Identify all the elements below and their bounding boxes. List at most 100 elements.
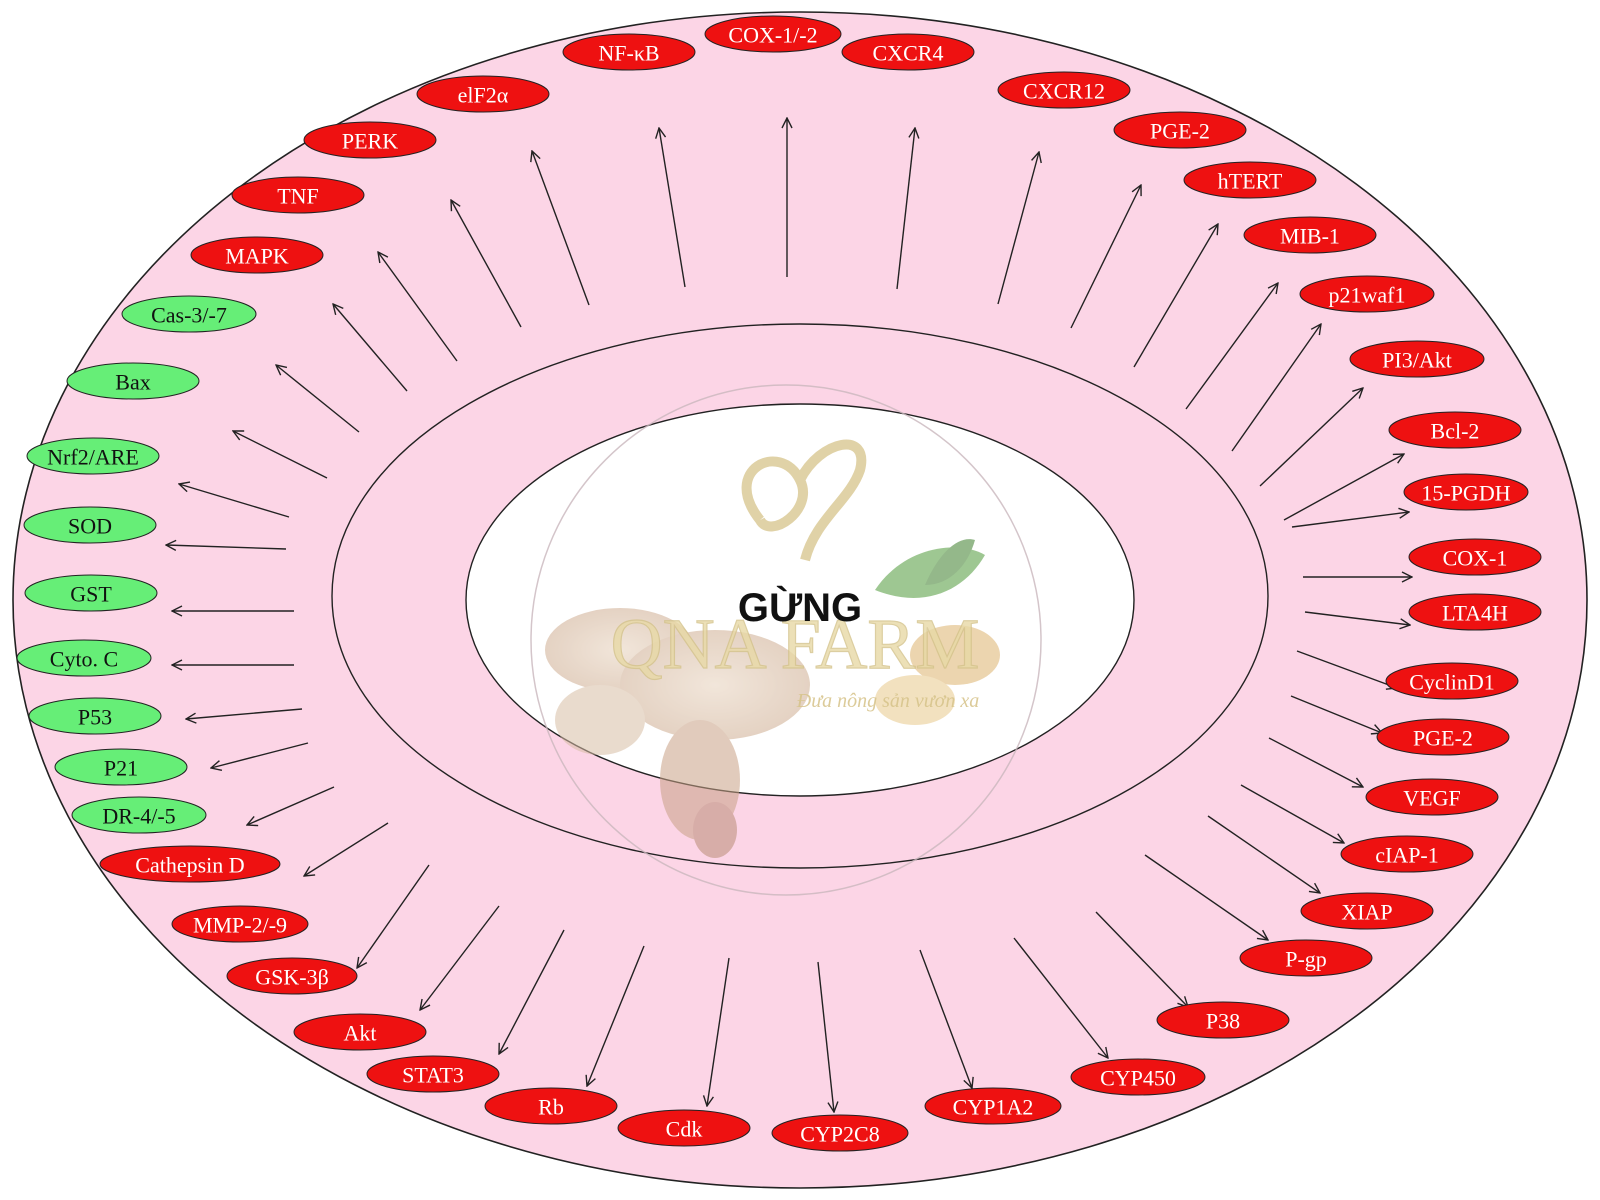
node-label: PERK bbox=[342, 129, 398, 154]
node-shape bbox=[1365, 778, 1499, 816]
node-label: P53 bbox=[78, 705, 112, 730]
node-label: CXCR4 bbox=[873, 41, 944, 66]
node-shape bbox=[1408, 538, 1542, 576]
node-p21waf1: p21waf1 bbox=[1299, 275, 1435, 313]
node-shape bbox=[841, 33, 975, 71]
node-shape bbox=[1070, 1058, 1206, 1096]
node-shape bbox=[24, 574, 158, 612]
arrow-41 bbox=[659, 128, 686, 288]
node-label: 15-PGDH bbox=[1421, 481, 1510, 506]
node-perk: PERK bbox=[303, 121, 437, 159]
node-shape bbox=[1243, 216, 1377, 254]
node-label: MIB-1 bbox=[1280, 224, 1340, 249]
node-shape bbox=[1388, 411, 1522, 449]
node-cyp2c8: CYP2C8 bbox=[771, 1114, 909, 1152]
watermark-circle bbox=[530, 384, 1042, 896]
node-label: Cathepsin D bbox=[135, 853, 244, 878]
arrow-2 bbox=[997, 152, 1039, 305]
arrow-38 bbox=[378, 252, 458, 362]
node-shape bbox=[16, 639, 152, 677]
node-label: P38 bbox=[1206, 1009, 1240, 1034]
node-label: GSK-3β bbox=[255, 965, 329, 990]
arrow-39 bbox=[451, 200, 522, 328]
node-xiap: XIAP bbox=[1300, 892, 1434, 930]
node-lta4h: LTA4H bbox=[1408, 593, 1542, 631]
node-shape bbox=[771, 1114, 909, 1152]
watermark-tagline: Đưa nông sản vươn xa bbox=[796, 690, 979, 712]
node-nf-b: NF-κB bbox=[562, 33, 696, 71]
arrow-29 bbox=[211, 742, 309, 768]
node-vegf: VEGF bbox=[1365, 778, 1499, 816]
watermark: QNA FARM Đưa nông sản vươn xa bbox=[530, 384, 1042, 896]
node-label: COX-1/-2 bbox=[728, 23, 817, 48]
node-akt: Akt bbox=[293, 1013, 427, 1051]
node-gst: GST bbox=[24, 574, 158, 612]
node-p38: P38 bbox=[1156, 1001, 1290, 1039]
node-p21: P21 bbox=[54, 748, 188, 786]
arrow-18 bbox=[1095, 911, 1188, 1007]
node-label: PGE-2 bbox=[1413, 726, 1473, 751]
node-label: DR-4/-5 bbox=[102, 804, 175, 829]
node-label: Rb bbox=[538, 1095, 564, 1120]
arrow-4 bbox=[1133, 224, 1218, 368]
node-cox-1-2: COX-1/-2 bbox=[704, 15, 842, 53]
node-label: cIAP-1 bbox=[1375, 843, 1439, 868]
node-label: Nrf2/ARE bbox=[47, 445, 139, 470]
node-dr-4-5: DR-4/-5 bbox=[71, 796, 207, 834]
node-cyclind1: CyclinD1 bbox=[1385, 662, 1519, 700]
node-label: Cas-3/-7 bbox=[151, 303, 227, 328]
node-shape bbox=[366, 1055, 500, 1093]
node-shape bbox=[1385, 662, 1519, 700]
node-shape bbox=[66, 362, 200, 400]
node-cyto-c: Cyto. C bbox=[16, 639, 152, 677]
node-label: STAT3 bbox=[402, 1063, 464, 1088]
node-cox-1: COX-1 bbox=[1408, 538, 1542, 576]
arrow-22 bbox=[707, 957, 730, 1106]
node-sod: SOD bbox=[23, 506, 157, 544]
node-label: Cdk bbox=[666, 1117, 703, 1142]
arrow-36 bbox=[276, 365, 360, 433]
node-shape bbox=[99, 845, 281, 883]
arrow-34 bbox=[179, 484, 290, 518]
node-elf2: elF2α bbox=[416, 75, 550, 113]
node-label: elF2α bbox=[458, 83, 509, 108]
node-htert: hTERT bbox=[1183, 161, 1317, 199]
ginger-leaf-2 bbox=[925, 539, 975, 585]
arrow-37 bbox=[333, 304, 408, 392]
ginger-root-6 bbox=[875, 675, 955, 725]
arrow-5 bbox=[1185, 283, 1278, 410]
arrow-25 bbox=[420, 905, 500, 1010]
arrow-7 bbox=[1259, 388, 1363, 487]
arrow-40 bbox=[532, 151, 590, 306]
node-shape bbox=[997, 71, 1131, 109]
node-bcl-2: Bcl-2 bbox=[1388, 411, 1522, 449]
ginger-root-7 bbox=[693, 802, 737, 858]
node-shape bbox=[704, 15, 842, 53]
node-label: MMP-2/-9 bbox=[193, 913, 287, 938]
node-shape bbox=[1408, 593, 1542, 631]
node-label: VEGF bbox=[1403, 786, 1460, 811]
node-shape bbox=[484, 1087, 618, 1125]
node-label: SOD bbox=[68, 514, 112, 539]
node-cas-3-7: Cas-3/-7 bbox=[121, 295, 257, 333]
node-shape bbox=[1156, 1001, 1290, 1039]
arrow-23 bbox=[587, 945, 645, 1086]
node-label: CYP1A2 bbox=[953, 1095, 1034, 1120]
node-shape bbox=[1349, 340, 1485, 378]
node-label: XIAP bbox=[1341, 900, 1392, 925]
node-shape bbox=[1403, 473, 1529, 511]
node-cxcr4: CXCR4 bbox=[841, 33, 975, 71]
arrow-19 bbox=[1013, 937, 1108, 1058]
ginger-root-4 bbox=[555, 685, 645, 755]
node-shape bbox=[121, 295, 257, 333]
arrow-35 bbox=[233, 431, 328, 479]
node-rb: Rb bbox=[484, 1087, 618, 1125]
node-label: CyclinD1 bbox=[1409, 670, 1495, 695]
node-mib-1: MIB-1 bbox=[1243, 216, 1377, 254]
node-label: CYP2C8 bbox=[800, 1122, 879, 1147]
node-shape bbox=[1113, 111, 1247, 149]
node-label: Cyto. C bbox=[50, 647, 118, 672]
node-bax: Bax bbox=[66, 362, 200, 400]
node-label: PGE-2 bbox=[1150, 119, 1210, 144]
node-shape bbox=[303, 121, 437, 159]
